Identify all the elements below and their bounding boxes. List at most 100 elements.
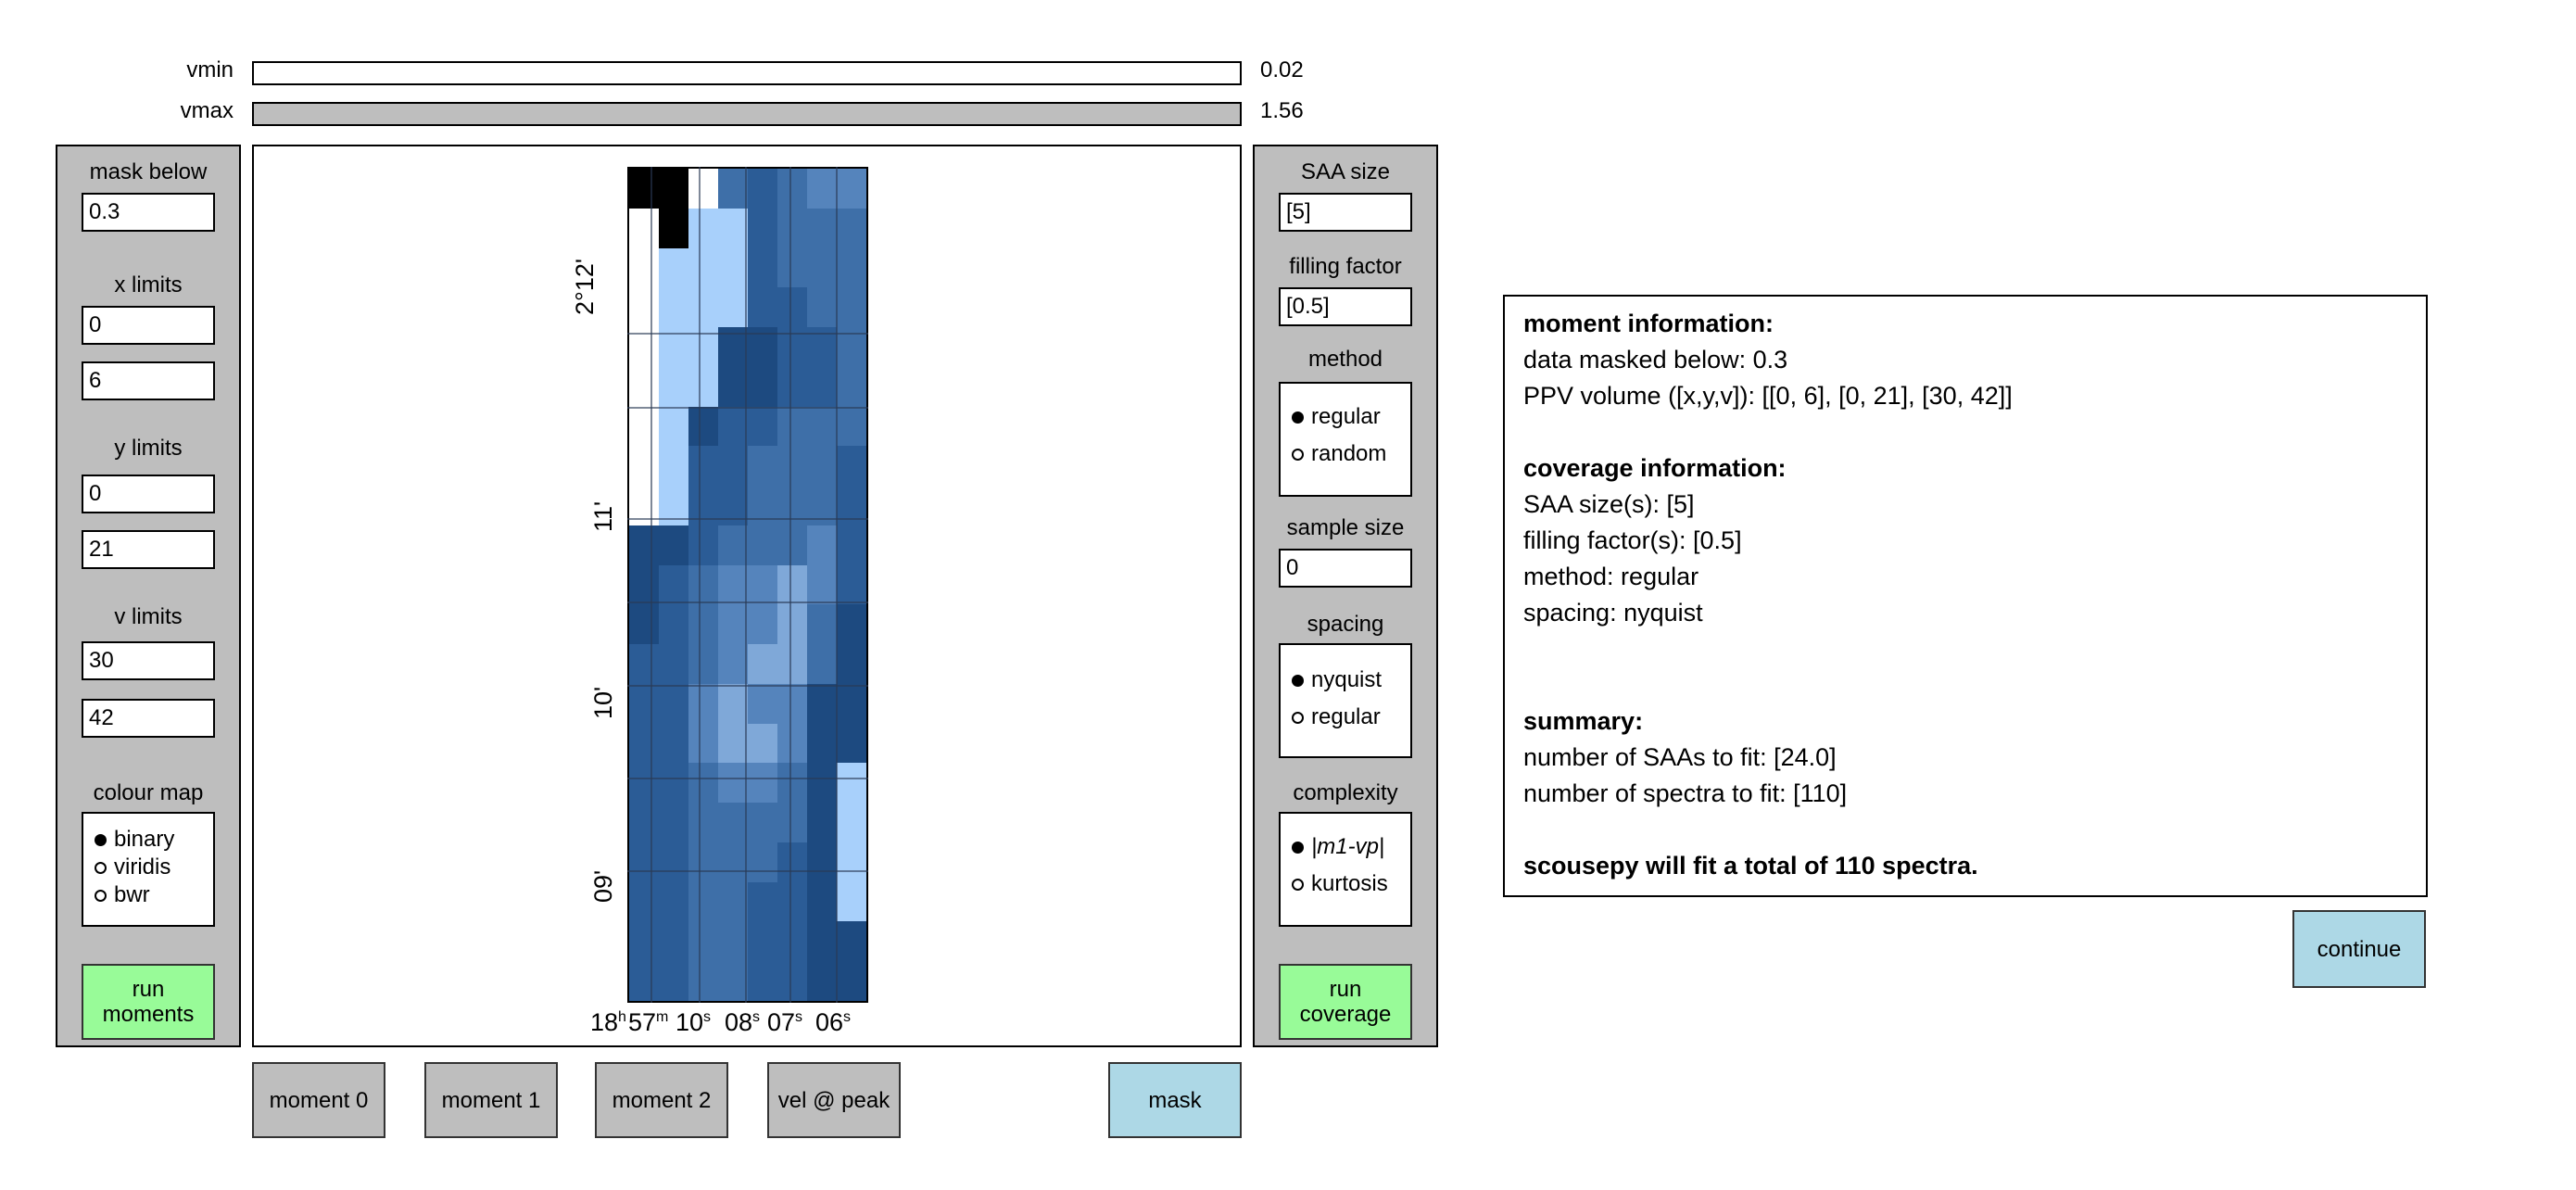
- moment-0-button[interactable]: moment 0: [252, 1062, 385, 1138]
- radio-complexity-m1vp[interactable]: |m1-vp|: [1292, 834, 1384, 860]
- heatmap-cell: [837, 366, 866, 408]
- heatmap-cell: [777, 881, 808, 923]
- heatmap-cell: [777, 683, 808, 725]
- heatmap-cell: [659, 763, 689, 804]
- heatmap-cell: [807, 208, 838, 249]
- heatmap-cell: [777, 564, 808, 605]
- x-max-input[interactable]: [82, 361, 215, 400]
- x-min-input[interactable]: [82, 306, 215, 345]
- radio-method-regular[interactable]: regular: [1292, 404, 1381, 430]
- mask-below-label: mask below: [89, 159, 208, 184]
- moment-2-button[interactable]: moment 2: [595, 1062, 728, 1138]
- heatmap-cell: [629, 208, 660, 249]
- heatmap-cell: [688, 881, 719, 923]
- method-label: method: [1307, 347, 1383, 372]
- heatmap-cell: [748, 406, 778, 447]
- saa-size-input[interactable]: [1279, 193, 1412, 232]
- heatmap-cell: [777, 406, 808, 447]
- heatmap-cell: [659, 604, 689, 645]
- radio-bwr-label: bwr: [114, 882, 150, 907]
- radio-selected-icon: [95, 833, 107, 846]
- v-min-input[interactable]: [82, 641, 215, 680]
- info-panel: moment information: data masked below: 0…: [1503, 295, 2428, 897]
- colour-map-label: colour map: [93, 780, 204, 805]
- radio-spacing-regular[interactable]: regular: [1292, 704, 1381, 730]
- heatmap-cell: [718, 169, 749, 209]
- heatmap-cell: [688, 564, 719, 605]
- heatmap-cell: [659, 287, 689, 328]
- heatmap-cell: [718, 763, 749, 804]
- run-moments-button[interactable]: run moments: [82, 964, 215, 1040]
- vmax-slider[interactable]: [252, 102, 1242, 126]
- radio-spacing-nyquist[interactable]: nyquist: [1292, 667, 1382, 693]
- radio-binary[interactable]: binary: [95, 827, 174, 853]
- vel-at-peak-button[interactable]: vel @ peak: [767, 1062, 901, 1138]
- run-coverage-button[interactable]: run coverage: [1279, 964, 1412, 1040]
- radio-unselected-icon: [1292, 711, 1304, 724]
- nsaa-info-line: number of SAAs to fit: [24.0]: [1523, 743, 1837, 771]
- heatmap-cell: [688, 446, 719, 487]
- y-tick-label: 10': [589, 686, 617, 719]
- continue-button[interactable]: continue: [2292, 910, 2426, 988]
- heatmap-cell: [629, 247, 660, 288]
- radio-bwr[interactable]: bwr: [95, 882, 150, 908]
- heatmap-cell: [718, 564, 749, 605]
- v-max-input[interactable]: [82, 699, 215, 738]
- heatmap-cell: [807, 564, 838, 605]
- heatmap-cell: [688, 644, 719, 685]
- heatmap-cell: [629, 366, 660, 408]
- heatmap-cell: [659, 446, 689, 487]
- heatmap-cell: [837, 881, 866, 923]
- heatmap-cell: [748, 366, 778, 408]
- heatmap-cell: [659, 803, 689, 843]
- heatmap-cell: [777, 366, 808, 408]
- heatmap-cell: [748, 921, 778, 962]
- y-min-input[interactable]: [82, 475, 215, 513]
- radio-unselected-icon: [95, 889, 107, 902]
- heatmap-cell: [748, 803, 778, 843]
- heatmap-cell: [659, 169, 689, 209]
- radio-viridis[interactable]: viridis: [95, 855, 170, 880]
- heatmap-cell: [718, 921, 749, 962]
- radio-method-random[interactable]: random: [1292, 441, 1386, 467]
- heatmap-cell: [629, 683, 660, 725]
- radio-binary-label: binary: [114, 827, 175, 852]
- mask-button[interactable]: mask: [1108, 1062, 1242, 1138]
- heatmap-cell: [659, 564, 689, 605]
- radio-selected-icon: [1292, 411, 1304, 424]
- v-limits-label: v limits: [114, 604, 183, 629]
- heatmap-cell: [807, 446, 838, 487]
- heatmap-cell: [777, 169, 808, 209]
- radio-complexity-kurtosis[interactable]: kurtosis: [1292, 871, 1388, 897]
- vmax-slider-fill: [254, 104, 1240, 124]
- heatmap-cell: [688, 604, 719, 645]
- heatmap-cell: [807, 169, 838, 209]
- heatmap-cell: [688, 803, 719, 843]
- ppv-info-line: PPV volume ([x,y,v]): [[0, 6], [0, 21], …: [1523, 382, 2013, 410]
- heatmap-cell: [837, 842, 866, 883]
- run-moments-line2: moments: [102, 1002, 195, 1027]
- y-limits-label: y limits: [114, 436, 183, 461]
- moment-1-button[interactable]: moment 1: [424, 1062, 558, 1138]
- heatmap-cell: [629, 644, 660, 685]
- heatmap-cell: [718, 446, 749, 487]
- x-tick-label: 10s: [676, 1008, 712, 1036]
- coordinate-grid-overlay: [627, 167, 868, 1003]
- x-tick-label: 08s: [725, 1008, 761, 1036]
- heatmap-cell: [837, 208, 866, 249]
- heatmap-cell: [837, 604, 866, 645]
- heatmap-cell: [659, 525, 689, 566]
- y-max-input[interactable]: [82, 530, 215, 569]
- run-moments-line1: run: [132, 977, 165, 1002]
- radio-unselected-icon: [95, 861, 107, 874]
- moment-map-image[interactable]: [627, 167, 868, 1003]
- heatmap-cell: [837, 406, 866, 447]
- heatmap-cell: [807, 803, 838, 843]
- mask-below-input[interactable]: [82, 193, 215, 232]
- sample-size-input[interactable]: [1279, 549, 1412, 588]
- vmin-slider[interactable]: [252, 61, 1242, 85]
- heatmap-cell: [837, 525, 866, 566]
- heatmap-cell: [629, 881, 660, 923]
- heatmap-cell: [748, 881, 778, 923]
- filling-factor-input[interactable]: [1279, 287, 1412, 326]
